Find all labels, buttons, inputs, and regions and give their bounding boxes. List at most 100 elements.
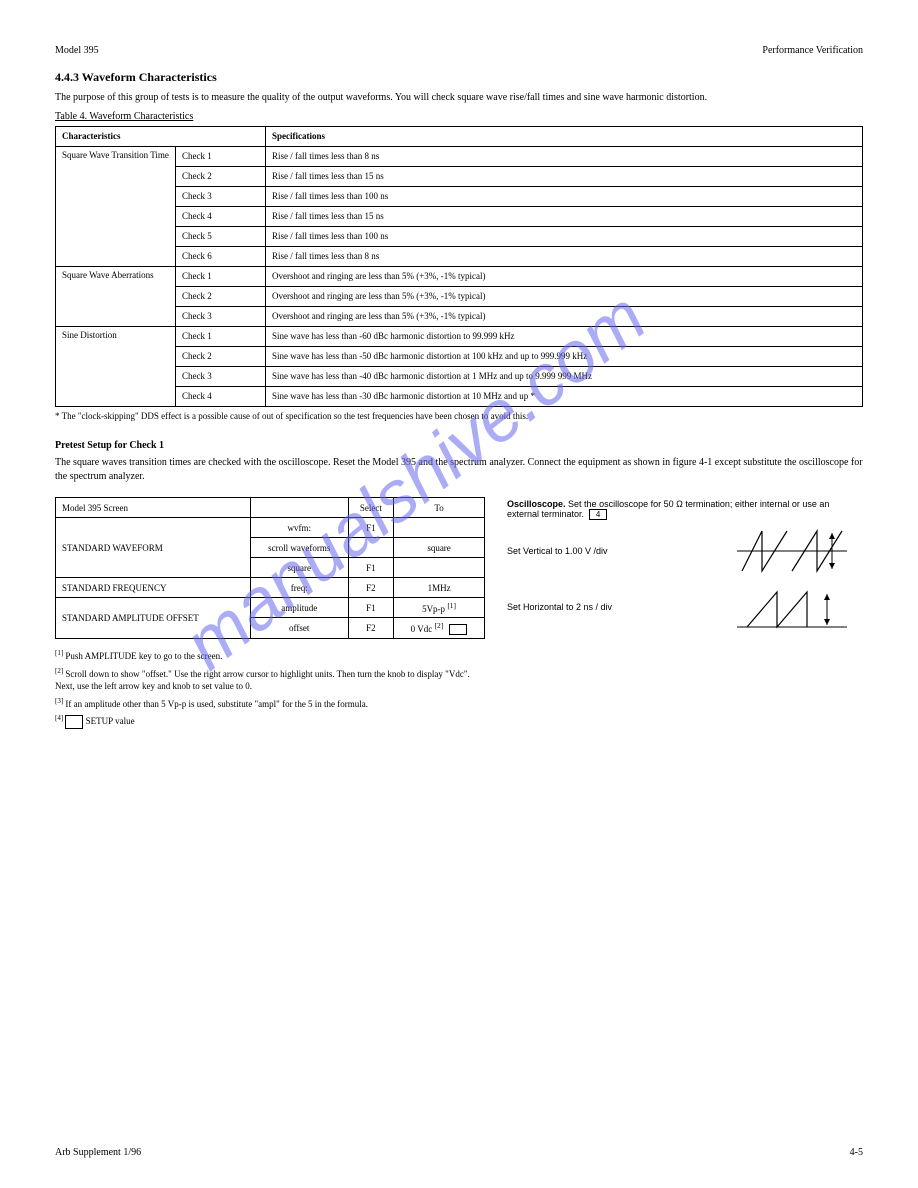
note-sup: [2] [55, 667, 63, 675]
select-cell: F1 [348, 558, 394, 578]
table-row: Check 4Rise / fall times less than 15 ns [56, 206, 863, 226]
spec-text: Sine wave has less than -30 dBc harmonic… [266, 386, 863, 406]
to-cell [394, 518, 485, 538]
screen-cell: STANDARD WAVEFORM [56, 518, 251, 578]
group-label: Square Wave Aberrations [56, 266, 176, 326]
table-row: Check 2Overshoot and ringing are less th… [56, 286, 863, 306]
to-cell: 5Vp-p [1] [394, 598, 485, 618]
table-row: Characteristics Specifications [56, 126, 863, 146]
table-row: Square Wave AberrationsCheck 1Overshoot … [56, 266, 863, 286]
to-cell: 1MHz [394, 578, 485, 598]
col-characteristics: Characteristics [56, 126, 266, 146]
table1-footnote: * The "clock-skipping" DDS effect is a p… [55, 411, 863, 421]
label-cell: scroll waveforms [250, 538, 348, 558]
label-cell: freq: [250, 578, 348, 598]
check-label: Check 6 [176, 246, 266, 266]
check-label: Check 2 [176, 166, 266, 186]
ramp-wave-icon [737, 582, 847, 632]
table-row: STANDARD AMPLITUDE OFFSETamplitudeF15Vp-… [56, 598, 485, 618]
note-text: SETUP value [86, 716, 135, 726]
setup-box-icon [65, 715, 83, 728]
header-right: Performance Verification [762, 45, 863, 56]
osc-heading: Oscilloscope. [507, 499, 566, 509]
table-row: STANDARD WAVEFORMwvfm:F1 [56, 518, 485, 538]
note-sup: [3] [55, 697, 63, 705]
table-row: Check 3Sine wave has less than -40 dBc h… [56, 366, 863, 386]
label-cell: wvfm: [250, 518, 348, 538]
col-blank [250, 498, 348, 518]
offset-table: Model 395 Screen Select To STANDARD WAVE… [55, 497, 485, 639]
to-cell: 0 Vdc [2] [394, 618, 485, 639]
note-text: Push AMPLITUDE key to go to the screen. [65, 651, 222, 661]
select-cell: F1 [348, 518, 394, 538]
select-cell: F1 [348, 598, 394, 618]
table-row: Check 2Rise / fall times less than 15 ns [56, 166, 863, 186]
header-left: Model 395 [55, 45, 99, 56]
spec-text: Rise / fall times less than 8 ns [266, 246, 863, 266]
setup-box-icon [449, 624, 467, 635]
select-cell [348, 538, 394, 558]
spec-text: Rise / fall times less than 15 ns [266, 166, 863, 186]
note-sup: [1] [55, 649, 63, 657]
note-text: If an amplitude other than 5 Vp-p is use… [65, 699, 368, 709]
table-row: Model 395 Screen Select To [56, 498, 485, 518]
specs-table: Characteristics Specifications Square Wa… [55, 126, 863, 407]
check-label: Check 3 [176, 186, 266, 206]
spec-text: Rise / fall times less than 8 ns [266, 146, 863, 166]
to-cell [394, 558, 485, 578]
check-label: Check 2 [176, 346, 266, 366]
select-cell: F2 [348, 618, 394, 639]
label-cell: amplitude [250, 598, 348, 618]
col-select: Select [348, 498, 394, 518]
to-cell: square [394, 538, 485, 558]
table-row: Check 5Rise / fall times less than 100 n… [56, 226, 863, 246]
note-text: Scroll down to show "offset." Use the ri… [55, 669, 470, 692]
screen-cell: STANDARD FREQUENCY [56, 578, 251, 598]
spec-text: Overshoot and ringing are less than 5% (… [266, 266, 863, 286]
wave-label: Set Vertical to 1.00 V /div [507, 546, 727, 556]
col-to: To [394, 498, 485, 518]
col-screen: Model 395 Screen [56, 498, 251, 518]
spec-text: Overshoot and ringing are less than 5% (… [266, 306, 863, 326]
wave-label: Set Horizontal to 2 ns / div [507, 602, 727, 612]
intro-paragraph: The purpose of this group of tests is to… [55, 91, 863, 105]
spec-text: Sine wave has less than -50 dBc harmonic… [266, 346, 863, 366]
spec-text: Sine wave has less than -40 dBc harmonic… [266, 366, 863, 386]
table-row: Check 2Sine wave has less than -50 dBc h… [56, 346, 863, 366]
section-title: 4.4.3 Waveform Characteristics [55, 70, 863, 85]
ramp-wave-icon [737, 526, 847, 576]
select-cell: F2 [348, 578, 394, 598]
wave-row: Set Vertical to 1.00 V /div [507, 526, 863, 576]
screen-cell: STANDARD AMPLITUDE OFFSET [56, 598, 251, 639]
spec-text: Rise / fall times less than 100 ns [266, 226, 863, 246]
check-label: Check 3 [176, 306, 266, 326]
table-row: Check 3Overshoot and ringing are less th… [56, 306, 863, 326]
spec-text: Overshoot and ringing are less than 5% (… [266, 286, 863, 306]
page-header: Model 395 Performance Verification [55, 45, 863, 56]
col-specifications: Specifications [266, 126, 863, 146]
table-row: Check 4Sine wave has less than -30 dBc h… [56, 386, 863, 406]
note-sup: [4] [55, 714, 63, 722]
table-row: Sine DistortionCheck 1Sine wave has less… [56, 326, 863, 346]
footer-right: 4-5 [850, 1147, 863, 1158]
wave-row: Set Horizontal to 2 ns / div [507, 582, 863, 632]
spec-text: Sine wave has less than -60 dBc harmonic… [266, 326, 863, 346]
table-row: Check 3Rise / fall times less than 100 n… [56, 186, 863, 206]
table-row: Square Wave Transition TimeCheck 1Rise /… [56, 146, 863, 166]
check-label: Check 1 [176, 266, 266, 286]
footer-left: Arb Supplement 1/96 [55, 1147, 141, 1158]
check-label: Check 5 [176, 226, 266, 246]
group-label: Sine Distortion [56, 326, 176, 406]
group-label: Square Wave Transition Time [56, 146, 176, 266]
pretest-heading: Pretest Setup for Check 1 [55, 440, 164, 451]
label-cell: offset [250, 618, 348, 639]
check-label: Check 1 [176, 326, 266, 346]
table-row: Check 6Rise / fall times less than 8 ns [56, 246, 863, 266]
pretest-text: The square waves transition times are ch… [55, 456, 863, 483]
check-label: Check 3 [176, 366, 266, 386]
check-label: Check 1 [176, 146, 266, 166]
check-label: Check 4 [176, 206, 266, 226]
table-row: STANDARD FREQUENCYfreq:F21MHz [56, 578, 485, 598]
spec-text: Rise / fall times less than 100 ns [266, 186, 863, 206]
setup-box-icon: 4 [589, 509, 607, 520]
